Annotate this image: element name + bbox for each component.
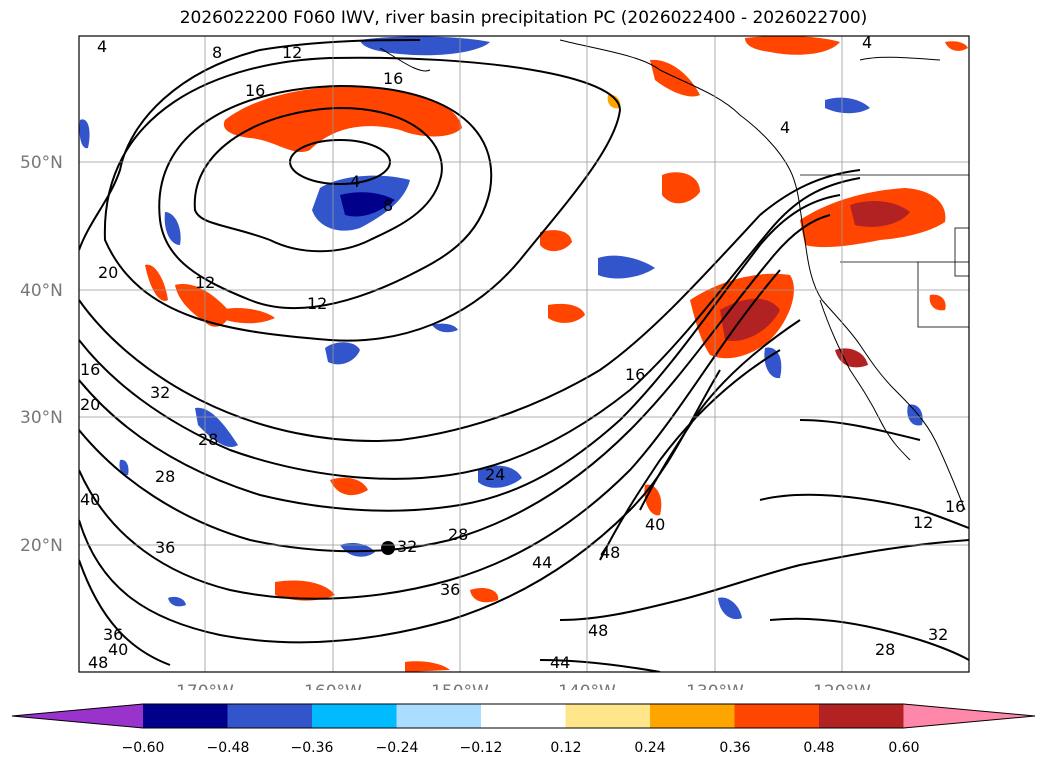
lat-label: 50°N [20,153,63,173]
map-background [79,36,969,672]
colorbar-segment [227,704,312,728]
contour-label: 12 [307,294,327,313]
colorbar-segment [481,704,566,728]
contour-label: 28 [155,467,175,486]
contour-label: 8 [212,43,222,62]
contour-label: 32 [928,625,948,644]
lon-label: 130°W [686,682,744,690]
contour-label: 48 [88,653,108,672]
colorbar-tick: −0.12 [460,740,503,756]
latitude-labels: 50°N 40°N 30°N 20°N [20,153,63,556]
contour-label: 16 [625,365,645,384]
colorbar-segment [565,704,650,728]
colorbar-tick: 0.24 [634,740,665,756]
colorbar-tick: −0.24 [376,740,419,756]
map-panel: 4 8 12 16 4 8 16 20 12 12 16 32 28 28 36… [20,33,970,690]
contour-label: 40 [645,515,665,534]
contour-label: 28 [875,640,895,659]
map-frame [78,35,970,673]
colorbar: −0.60 −0.48 −0.36 −0.24 −0.12 0.12 0.24 … [11,703,1036,756]
contour-label: 4 [97,37,107,56]
graticule [79,36,969,672]
colorbar-tick: −0.36 [291,740,334,756]
contour-label: 8 [383,196,393,215]
contour-label: 36 [440,580,460,599]
contour-label: 4 [862,33,872,52]
lat-label: 30°N [20,408,63,428]
contour-label: 12 [282,43,302,62]
contour-labels: 4 8 12 16 4 8 16 20 12 12 16 32 28 28 36… [80,33,965,672]
contour-label: 16 [945,497,965,516]
colorbar-tick: 0.60 [888,740,919,756]
colorbar-segment [396,704,481,728]
colorbar-tick: −0.60 [122,740,165,756]
lon-label: 120°W [813,682,871,690]
colorbar-outline [11,703,1036,729]
lat-label: 40°N [20,281,63,301]
colorbar-tick: 0.12 [550,740,581,756]
longitude-labels: 170°W 160°W 150°W 140°W 130°W 120°W [176,682,871,690]
contour-label: 44 [550,653,570,672]
contour-label: 28 [198,430,218,449]
contour-label: 20 [98,263,118,282]
contour-label: 16 [80,360,100,379]
contour-label: 48 [588,621,608,640]
colorbar-segment [143,704,228,728]
contour-label: 4 [780,118,790,137]
contour-label: 28 [448,525,468,544]
colorbar-segment [734,704,819,728]
lon-label: 150°W [431,682,489,690]
colorbar-segment [903,704,1035,728]
contour-label: 12 [195,273,215,292]
contour-label: 32 [397,537,417,556]
contour-label: 16 [383,69,403,88]
colorbar-segment [819,704,904,728]
contour-label: 36 [155,538,175,557]
iwv-contours [79,39,969,672]
lon-label: 140°W [558,682,616,690]
contour-label: 40 [80,490,100,509]
colorbar-ticks: −0.60 −0.48 −0.36 −0.24 −0.12 0.12 0.24 … [122,740,920,756]
lon-label: 160°W [304,682,362,690]
colorbar-tick: 0.36 [719,740,750,756]
contour-label: 12 [913,513,933,532]
contour-label: 4 [350,172,360,191]
colorbar-segment [312,704,397,728]
lat-label: 20°N [20,536,63,556]
contour-label: 20 [80,395,100,414]
contour-label: 44 [532,553,552,572]
contour-label: 36 [103,625,123,644]
lon-label: 170°W [176,682,234,690]
contour-label: 24 [485,465,505,484]
colorbar-segments [11,703,1036,729]
colorbar-segment [12,704,143,728]
colorbar-tick: 0.48 [803,740,834,756]
hawaii-island [381,541,395,555]
contour-label: 40 [108,640,128,659]
political-borders [800,174,969,328]
contour-label: 16 [245,81,265,100]
coastlines [379,39,966,511]
contour-label: 32 [150,383,170,402]
colorbar-segment [650,704,735,728]
chart-title: 2026022200 F060 IWV, river basin precipi… [179,8,868,28]
colorbar-tick: −0.48 [207,740,250,756]
contour-label: 48 [600,543,620,562]
